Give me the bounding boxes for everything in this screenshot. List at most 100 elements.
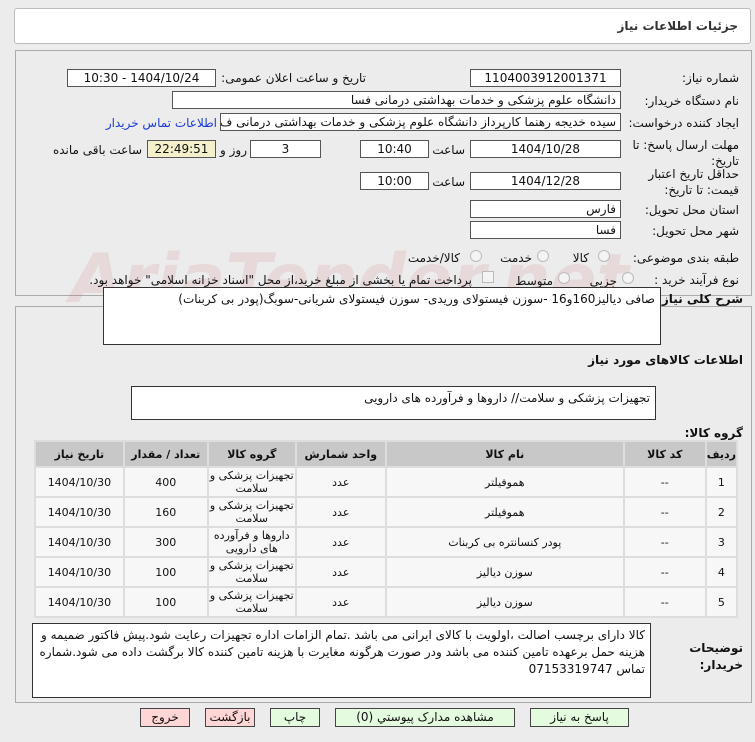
col-code: کد کالا [624, 442, 705, 466]
item-code-cell: -- [624, 468, 705, 496]
category-label: طبقه بندی موضوعی: [632, 251, 739, 265]
exit-button[interactable]: خروج [140, 708, 190, 727]
validity-label: حداقل تاریخ اعتبار قیمت: تا تاریخ: [648, 167, 739, 197]
view-attachments-button[interactable]: مشاهده مدارک پیوستي (0) [335, 708, 515, 727]
quantity-cell: 160 [124, 498, 207, 526]
deadline-date-field[interactable]: 1404/10/28 [470, 140, 621, 158]
row-number-cell: 2 [706, 498, 736, 526]
summary-label: شرح کلی نیاز: [657, 292, 743, 306]
table-row: 5 -- سوزن دیالیز عدد تجهیزات پزشکی و سلامت 10… [36, 588, 736, 616]
deadline-label: مهلت ارسال پاسخ: تا تاریخ: [632, 138, 739, 168]
item-code-cell: -- [624, 588, 705, 616]
category-radio-both[interactable] [470, 250, 482, 262]
quantity-cell: 100 [124, 558, 207, 586]
process-radio-minor[interactable] [622, 272, 634, 284]
need-number-label: شماره نیاز: [682, 71, 739, 85]
validity-time-label: ساعت [432, 175, 465, 189]
table-row: 1 -- هموفیلتر عدد تجهیزات پزشکی و سلامت 400 14… [36, 468, 736, 496]
item-name-cell: سوزن دیالیز [386, 588, 623, 616]
table-row: 3 -- پودر کنسانتره بی کربنات عدد داروها و فر… [36, 528, 736, 556]
remaining-timer: 22:49:51 [147, 140, 216, 158]
col-unit: واحد شمارش [296, 442, 385, 466]
unit-cell: عدد [296, 498, 385, 526]
row-number-cell: 5 [706, 588, 736, 616]
category-option-service: خدمت [500, 251, 532, 265]
treasury-payment-checkbox[interactable] [482, 271, 494, 283]
reply-button[interactable]: پاسخ به نیاز [530, 708, 629, 727]
page-title: جزئیات اطلاعات نیاز [617, 19, 738, 33]
process-radio-medium[interactable] [558, 272, 570, 284]
item-name-cell: هموفیلتر [386, 468, 623, 496]
row-number-cell: 4 [706, 558, 736, 586]
item-group-cell: تجهیزات پزشکی و سلامت [208, 588, 295, 616]
creator-label: ایجاد کننده درخواست: [628, 116, 739, 130]
need-date-cell: 1404/10/30 [36, 558, 123, 586]
row-number-cell: 1 [706, 468, 736, 496]
item-name-cell: هموفیلتر [386, 498, 623, 526]
item-group-cell: تجهیزات پزشکی و سلامت [208, 468, 295, 496]
buyer-label: نام دستگاه خریدار: [644, 94, 740, 108]
notes-label: توضیحات خریدار: [689, 641, 743, 672]
contact-buyer-link[interactable]: اطلاعات تماس خریدار [105, 116, 217, 130]
days-label: روز و [220, 143, 247, 157]
process-option-medium: متوسط [515, 274, 553, 288]
buyer-field[interactable]: دانشگاه علوم پزشکی و خدمات بهداشتی درمان… [172, 91, 621, 109]
category-radio-goods[interactable] [598, 250, 610, 262]
province-label: استان محل تحویل: [644, 203, 739, 217]
col-date: تاریخ نیاز [36, 442, 123, 466]
back-button[interactable]: بازگشت [205, 708, 255, 727]
table-row: 4 -- سوزن دیالیز عدد تجهیزات پزشکی و سلامت 10… [36, 558, 736, 586]
need-date-cell: 1404/10/30 [36, 468, 123, 496]
item-group-cell: تجهیزات پزشکی و سلامت [208, 498, 295, 526]
need-number-field[interactable]: 1104003912001371 [470, 69, 621, 87]
days-field[interactable]: 3 [250, 140, 321, 158]
item-code-cell: -- [624, 498, 705, 526]
deadline-time-label: ساعت [432, 143, 465, 157]
item-code-cell: -- [624, 558, 705, 586]
province-field[interactable]: فارس [470, 200, 621, 218]
remaining-label: ساعت باقی مانده [52, 143, 142, 157]
summary-textarea[interactable]: صافی دیالیز160و16 -سوزن فیستولای وریدی- … [103, 287, 661, 345]
city-field[interactable]: فسا [470, 221, 621, 239]
goods-section-title: اطلاعات کالاهای مورد نیاز [588, 353, 743, 367]
unit-cell: عدد [296, 558, 385, 586]
unit-cell: عدد [296, 588, 385, 616]
item-name-cell: سوزن دیالیز [386, 558, 623, 586]
deadline-time-field[interactable]: 10:40 [360, 140, 429, 158]
quantity-cell: 100 [124, 588, 207, 616]
validity-time-field[interactable]: 10:00 [360, 172, 429, 190]
item-group-cell: داروها و فرآورده های دارویی [208, 528, 295, 556]
table-header-row: ردیف کد کالا نام کالا واحد شمارش گروه کا… [36, 442, 736, 466]
col-row: ردیف [706, 442, 736, 466]
col-name: نام کالا [386, 442, 623, 466]
unit-cell: عدد [296, 468, 385, 496]
category-option-both: کالا/خدمت [407, 251, 460, 265]
payment-note: پرداخت تمام یا بخشی از مبلغ خرید،از محل … [89, 273, 472, 287]
unit-cell: عدد [296, 528, 385, 556]
creator-field[interactable]: سیده خدیجه رهنما کارپرداز دانشگاه علوم پ… [220, 113, 621, 131]
col-group: گروه کالا [208, 442, 295, 466]
page-header: جزئیات اطلاعات نیاز [14, 8, 751, 44]
notes-textarea[interactable]: کالا دارای برچسب اصالت ،اولویت با کالای … [32, 623, 651, 698]
group-textarea[interactable]: تجهیزات پزشکی و سلامت// داروها و فرآورده… [131, 386, 656, 420]
table-row: 2 -- هموفیلتر عدد تجهیزات پزشکی و سلامت 160 14… [36, 498, 736, 526]
announce-label: تاریخ و ساعت اعلان عمومی: [221, 71, 366, 85]
city-label: شهر محل تحویل: [652, 224, 739, 238]
validity-date-field[interactable]: 1404/12/28 [470, 172, 621, 190]
print-button[interactable]: چاپ [270, 708, 320, 727]
announce-field[interactable]: 1404/10/24 - 10:30 [67, 69, 216, 87]
process-option-minor: جزیی [589, 274, 617, 288]
need-date-cell: 1404/10/30 [36, 588, 123, 616]
category-option-goods: کالا [572, 251, 589, 265]
row-number-cell: 3 [706, 528, 736, 556]
process-label: نوع فرآیند خرید : [654, 273, 739, 287]
category-radio-service[interactable] [537, 250, 549, 262]
quantity-cell: 300 [124, 528, 207, 556]
need-date-cell: 1404/10/30 [36, 498, 123, 526]
quantity-cell: 400 [124, 468, 207, 496]
col-qty: تعداد / مقدار [124, 442, 207, 466]
goods-table: ردیف کد کالا نام کالا واحد شمارش گروه کا… [34, 440, 738, 618]
need-date-cell: 1404/10/30 [36, 528, 123, 556]
group-label: گروه کالا: [684, 426, 743, 440]
item-code-cell: -- [624, 528, 705, 556]
